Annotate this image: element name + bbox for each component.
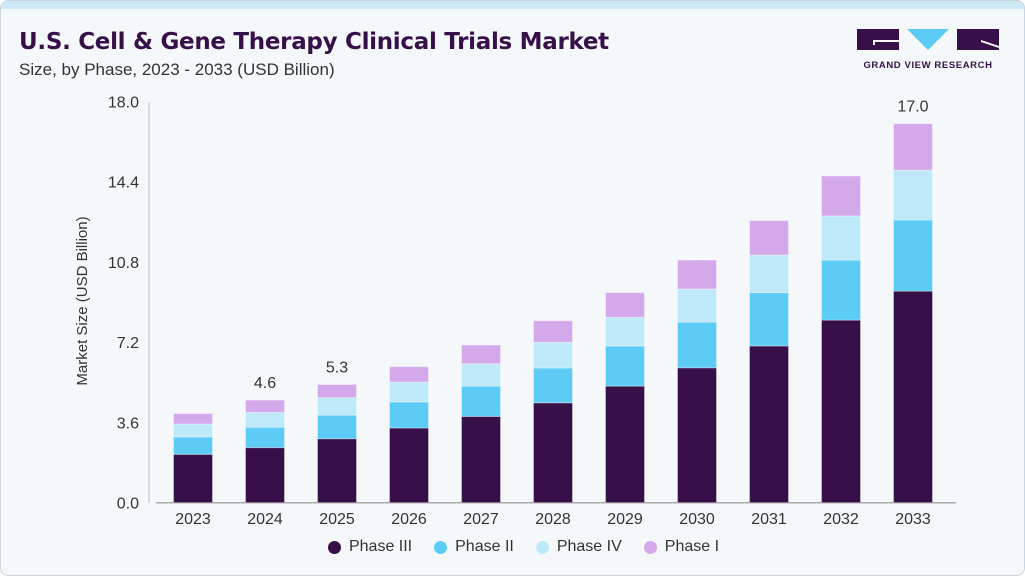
logo-mark-icon bbox=[857, 29, 999, 50]
bar-segment-phase-iv-2032 bbox=[821, 215, 861, 261]
bar-segment-phase-iii-2030 bbox=[677, 367, 717, 504]
bar-segment-phase-ii-2024 bbox=[245, 426, 285, 449]
bar-segment-phase-i-2023 bbox=[173, 413, 213, 425]
bar-segment-phase-iii-2033 bbox=[893, 290, 933, 504]
x-tick-label: 2029 bbox=[607, 511, 643, 528]
x-tick-label: 2033 bbox=[895, 511, 931, 528]
x-tick-label: 2024 bbox=[247, 511, 283, 528]
bar-segment-phase-i-2030 bbox=[677, 259, 717, 290]
x-tick-label: 2032 bbox=[823, 511, 859, 528]
bar-segment-phase-ii-2030 bbox=[677, 321, 717, 369]
bar-segment-phase-iii-2027 bbox=[461, 415, 501, 504]
bar-segment-phase-iv-2026 bbox=[389, 381, 429, 403]
legend-label: Phase I bbox=[664, 538, 720, 555]
bar-segment-phase-ii-2033 bbox=[893, 219, 933, 292]
bar-segment-phase-iv-2028 bbox=[533, 341, 573, 369]
legend-dot-icon bbox=[327, 540, 341, 554]
y-tick-label: 18.0 bbox=[108, 94, 139, 111]
bar-segment-phase-ii-2029 bbox=[605, 345, 645, 387]
bar-segment-phase-iii-2032 bbox=[821, 319, 861, 504]
bar-segment-phase-ii-2031 bbox=[749, 292, 789, 347]
legend-dot-icon bbox=[535, 540, 549, 554]
bar-segment-phase-i-2032 bbox=[821, 175, 861, 217]
x-tick-label: 2027 bbox=[463, 511, 499, 528]
x-tick-label: 2028 bbox=[535, 511, 571, 528]
bar-segment-phase-iv-2033 bbox=[893, 169, 933, 221]
logo-text: GRAND VIEW RESEARCH bbox=[863, 60, 993, 71]
legend-item-phase-i: Phase I bbox=[643, 538, 720, 556]
y-tick-label: 0.0 bbox=[117, 496, 139, 513]
bar-segment-phase-iv-2031 bbox=[749, 254, 789, 294]
bar-segment-phase-iii-2031 bbox=[749, 345, 789, 504]
bar-segment-phase-ii-2025 bbox=[317, 414, 357, 440]
bar-segment-phase-iv-2027 bbox=[461, 363, 501, 387]
legend-dot-icon bbox=[643, 540, 657, 554]
legend: Phase III Phase II Phase IV Phase I bbox=[1, 538, 1024, 556]
chart-subtitle: Size, by Phase, 2023 - 2033 (USD Billion… bbox=[19, 60, 335, 79]
bar-segment-phase-ii-2023 bbox=[173, 436, 213, 455]
bar-segment-phase-i-2026 bbox=[389, 366, 429, 383]
bar-segment-phase-iii-2025 bbox=[317, 438, 357, 504]
legend-label: Phase III bbox=[348, 538, 413, 555]
bar-segment-phase-i-2025 bbox=[317, 384, 357, 399]
bar-segment-phase-ii-2032 bbox=[821, 259, 861, 321]
bar-segment-phase-iv-2029 bbox=[605, 316, 645, 347]
x-tick-label: 2031 bbox=[751, 511, 787, 528]
y-tick-label: 10.8 bbox=[108, 255, 139, 272]
legend-item-phase-iii: Phase III bbox=[327, 538, 413, 556]
x-tick-label: 2025 bbox=[319, 511, 355, 528]
legend-dot-icon bbox=[434, 540, 448, 554]
bar-segment-phase-iv-2030 bbox=[677, 288, 717, 323]
y-tick-label: 7.2 bbox=[117, 335, 139, 352]
bar-segment-phase-iii-2023 bbox=[173, 453, 213, 504]
y-tick-label: 14.4 bbox=[108, 175, 139, 192]
legend-item-phase-ii: Phase II bbox=[434, 538, 514, 556]
bar-segment-phase-i-2029 bbox=[605, 292, 645, 318]
legend-label: Phase IV bbox=[556, 538, 622, 555]
bar-segment-phase-iii-2024 bbox=[245, 447, 285, 504]
bar-segment-phase-i-2027 bbox=[461, 344, 501, 365]
bar-segment-phase-i-2031 bbox=[749, 220, 789, 256]
legend-item-phase-iv: Phase IV bbox=[535, 538, 622, 556]
bar-segment-phase-iii-2029 bbox=[605, 385, 645, 504]
x-tick-label: 2026 bbox=[391, 511, 427, 528]
bar-segment-phase-iii-2026 bbox=[389, 427, 429, 504]
bar-segment-phase-iv-2023 bbox=[173, 423, 213, 438]
top-band bbox=[1, 1, 1024, 9]
bar-segment-phase-i-2028 bbox=[533, 320, 573, 343]
grand-view-research-logo: GRAND VIEW RESEARCH bbox=[857, 29, 999, 73]
bar-segment-phase-ii-2028 bbox=[533, 367, 573, 404]
x-tick-label: 2023 bbox=[175, 511, 211, 528]
data-label: 17.0 bbox=[897, 99, 928, 116]
bar-segment-phase-iv-2025 bbox=[317, 397, 357, 416]
bar-segment-phase-i-2024 bbox=[245, 399, 285, 413]
chart-title: U.S. Cell & Gene Therapy Clinical Trials… bbox=[19, 29, 609, 55]
bar-segment-phase-iii-2028 bbox=[533, 402, 573, 504]
bar-segment-phase-i-2033 bbox=[893, 123, 933, 171]
y-tick-label: 3.6 bbox=[117, 415, 139, 432]
y-axis-label: Market Size (USD Billion) bbox=[74, 216, 91, 385]
bar-segment-phase-ii-2026 bbox=[389, 401, 429, 429]
bar-segment-phase-ii-2027 bbox=[461, 385, 501, 417]
data-label: 4.6 bbox=[254, 375, 276, 392]
data-label: 5.3 bbox=[326, 360, 348, 377]
bar-segment-phase-iv-2024 bbox=[245, 411, 285, 428]
legend-label: Phase II bbox=[455, 538, 514, 555]
x-tick-label: 2030 bbox=[679, 511, 715, 528]
